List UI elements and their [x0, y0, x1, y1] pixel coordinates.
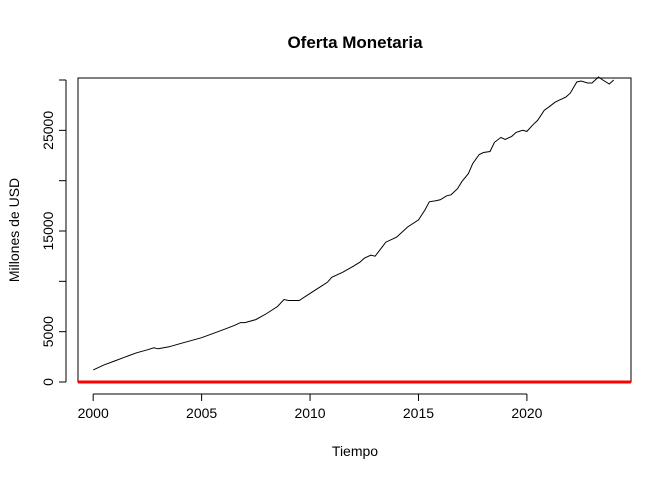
x-tick-label: 2000 — [78, 405, 109, 421]
y-axis: 0 5000 15000 25000 — [40, 79, 67, 386]
series-line — [92, 76, 615, 371]
x-axis-label: Tiempo — [332, 443, 378, 459]
x-tick-label: 2020 — [511, 405, 542, 421]
x-tick-label: 2015 — [403, 405, 434, 421]
x-tick-label: 2010 — [294, 405, 325, 421]
y-axis-label: Millones de USD — [6, 178, 22, 282]
y-tick-label: 0 — [40, 378, 56, 386]
y-tick-label: 5000 — [40, 316, 56, 347]
chart-title: Oferta Monetaria — [287, 33, 423, 52]
y-tick-label: 15000 — [40, 211, 56, 250]
plot-frame — [77, 77, 632, 383]
x-tick-label: 2005 — [186, 405, 217, 421]
x-axis: 2000 2005 2010 2015 2020 — [78, 393, 543, 421]
series-layer — [78, 76, 631, 384]
y-tick-label: 25000 — [40, 111, 56, 150]
